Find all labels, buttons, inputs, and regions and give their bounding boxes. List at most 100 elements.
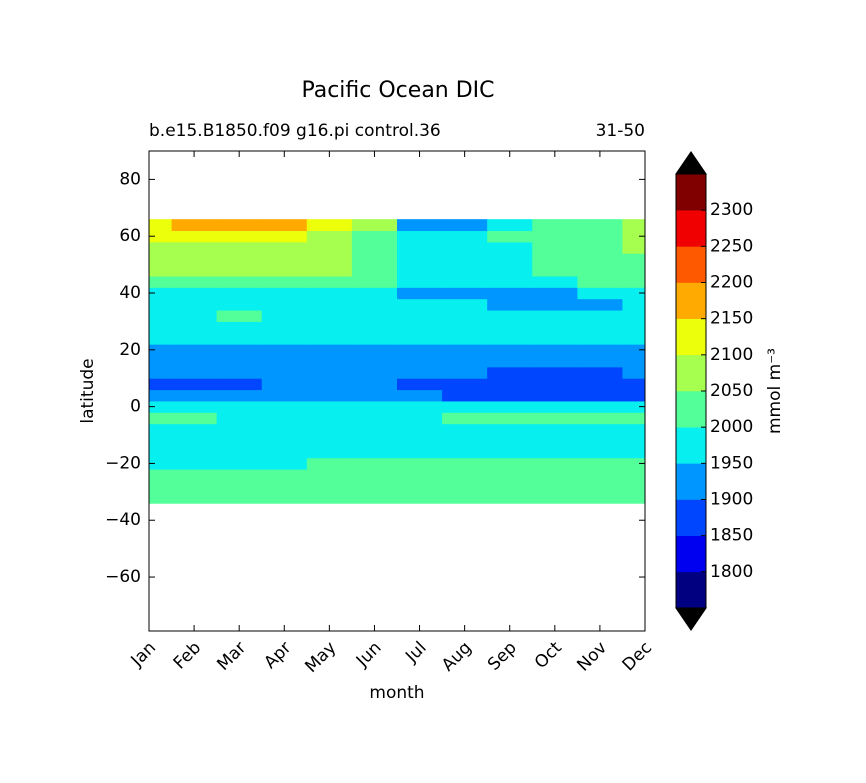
x-tick-label: Jan	[127, 638, 160, 671]
contour-cell	[351, 366, 398, 379]
contour-cell	[397, 241, 443, 254]
contour-cell	[577, 264, 623, 277]
x-tick-label: Mar	[213, 638, 250, 675]
contour-cell	[171, 287, 218, 300]
contour-cell	[622, 344, 646, 356]
contour-cell	[171, 446, 218, 459]
contour-cell	[149, 355, 173, 368]
y-tick-label: 80	[119, 169, 141, 189]
colorbar-tick-label: 2250	[710, 236, 753, 256]
x-tick-label: Jun	[352, 638, 386, 672]
contour-cell	[351, 435, 398, 447]
contour-cell	[306, 366, 353, 379]
contour-cell	[577, 344, 623, 356]
contour-cell	[487, 332, 533, 345]
y-tick-label: −20	[105, 453, 141, 473]
contour-cell	[149, 264, 173, 277]
contour-cell	[216, 389, 263, 402]
contour-cell	[442, 435, 488, 447]
contour-cell	[306, 412, 353, 425]
contour-cell	[442, 275, 488, 288]
y-axis-label: latitude	[78, 358, 98, 423]
contour-cell	[397, 298, 443, 311]
contour-cell	[622, 275, 646, 288]
contour-cell	[306, 389, 353, 402]
contour-cell	[149, 457, 173, 470]
contour-cell	[216, 491, 263, 504]
contour-cell	[351, 389, 398, 402]
contour-cell	[577, 446, 623, 459]
colorbar-box	[676, 391, 706, 428]
contour-cell	[487, 310, 533, 322]
y-tick-label: 60	[119, 226, 141, 246]
contour-cell	[532, 366, 578, 379]
contour-cell	[622, 321, 646, 334]
contour-cell	[577, 389, 623, 402]
y-tick-label: 20	[119, 340, 141, 360]
contour-cell	[487, 366, 533, 379]
contour-cell	[487, 241, 533, 254]
contour-cell	[261, 400, 308, 413]
contour-cell	[216, 423, 263, 436]
contour-cell	[397, 344, 443, 356]
contour-cell	[442, 310, 488, 322]
contour-cell	[532, 253, 578, 266]
colorbar-tick-label: 2200	[710, 273, 753, 293]
colorbar-box	[676, 499, 706, 536]
contour-cell	[577, 423, 623, 436]
contour-cell	[397, 219, 443, 232]
contour-cell	[442, 378, 488, 391]
contour-cell	[306, 332, 353, 345]
contour-cell	[397, 446, 443, 459]
contour-cell	[577, 310, 623, 322]
contour-cell	[532, 435, 578, 447]
contour-cell	[397, 435, 443, 447]
contour-cell	[171, 389, 218, 402]
contour-cell	[577, 298, 623, 311]
contour-cell	[532, 310, 578, 322]
y-tick-label: −60	[105, 567, 141, 587]
contour-cell	[306, 435, 353, 447]
contour-cell	[442, 400, 488, 413]
contour-cell	[442, 264, 488, 277]
contour-cell	[442, 469, 488, 481]
contour-cell	[261, 230, 308, 243]
contour-cell	[306, 287, 353, 300]
contour-cell	[622, 355, 646, 368]
contour-cell	[171, 435, 218, 447]
contour-cell	[487, 400, 533, 413]
contour-cell	[532, 344, 578, 356]
contour-cell	[397, 469, 443, 481]
contour-cell	[487, 275, 533, 288]
contour-cell	[351, 253, 398, 266]
contour-cell	[351, 469, 398, 481]
contour-cell	[171, 344, 218, 356]
contour-cell	[149, 480, 173, 493]
contour-cell	[397, 423, 443, 436]
contour-cell	[351, 230, 398, 243]
contour-cell	[397, 378, 443, 391]
contour-cell	[216, 264, 263, 277]
contour-cell	[577, 275, 623, 288]
contour-cell	[216, 400, 263, 413]
colorbar-extend-top	[675, 151, 707, 175]
colorbar-tick-label: 1950	[710, 453, 753, 473]
contour-cell	[622, 310, 646, 322]
contour-cell	[216, 275, 263, 288]
contour-cell	[171, 412, 218, 425]
colorbar-box	[676, 246, 706, 283]
contour-cell	[171, 480, 218, 493]
contour-cell	[306, 469, 353, 481]
contour-cell	[397, 355, 443, 368]
contour-cell	[577, 321, 623, 334]
contour-cell	[306, 355, 353, 368]
contour-cell	[532, 298, 578, 311]
contour-cell	[149, 412, 173, 425]
contour-cell	[261, 219, 308, 232]
contour-cell	[171, 298, 218, 311]
contour-cell	[397, 321, 443, 334]
contour-cell	[216, 457, 263, 470]
contour-cell	[149, 275, 173, 288]
contour-cell	[577, 412, 623, 425]
contour-cell	[149, 344, 173, 356]
